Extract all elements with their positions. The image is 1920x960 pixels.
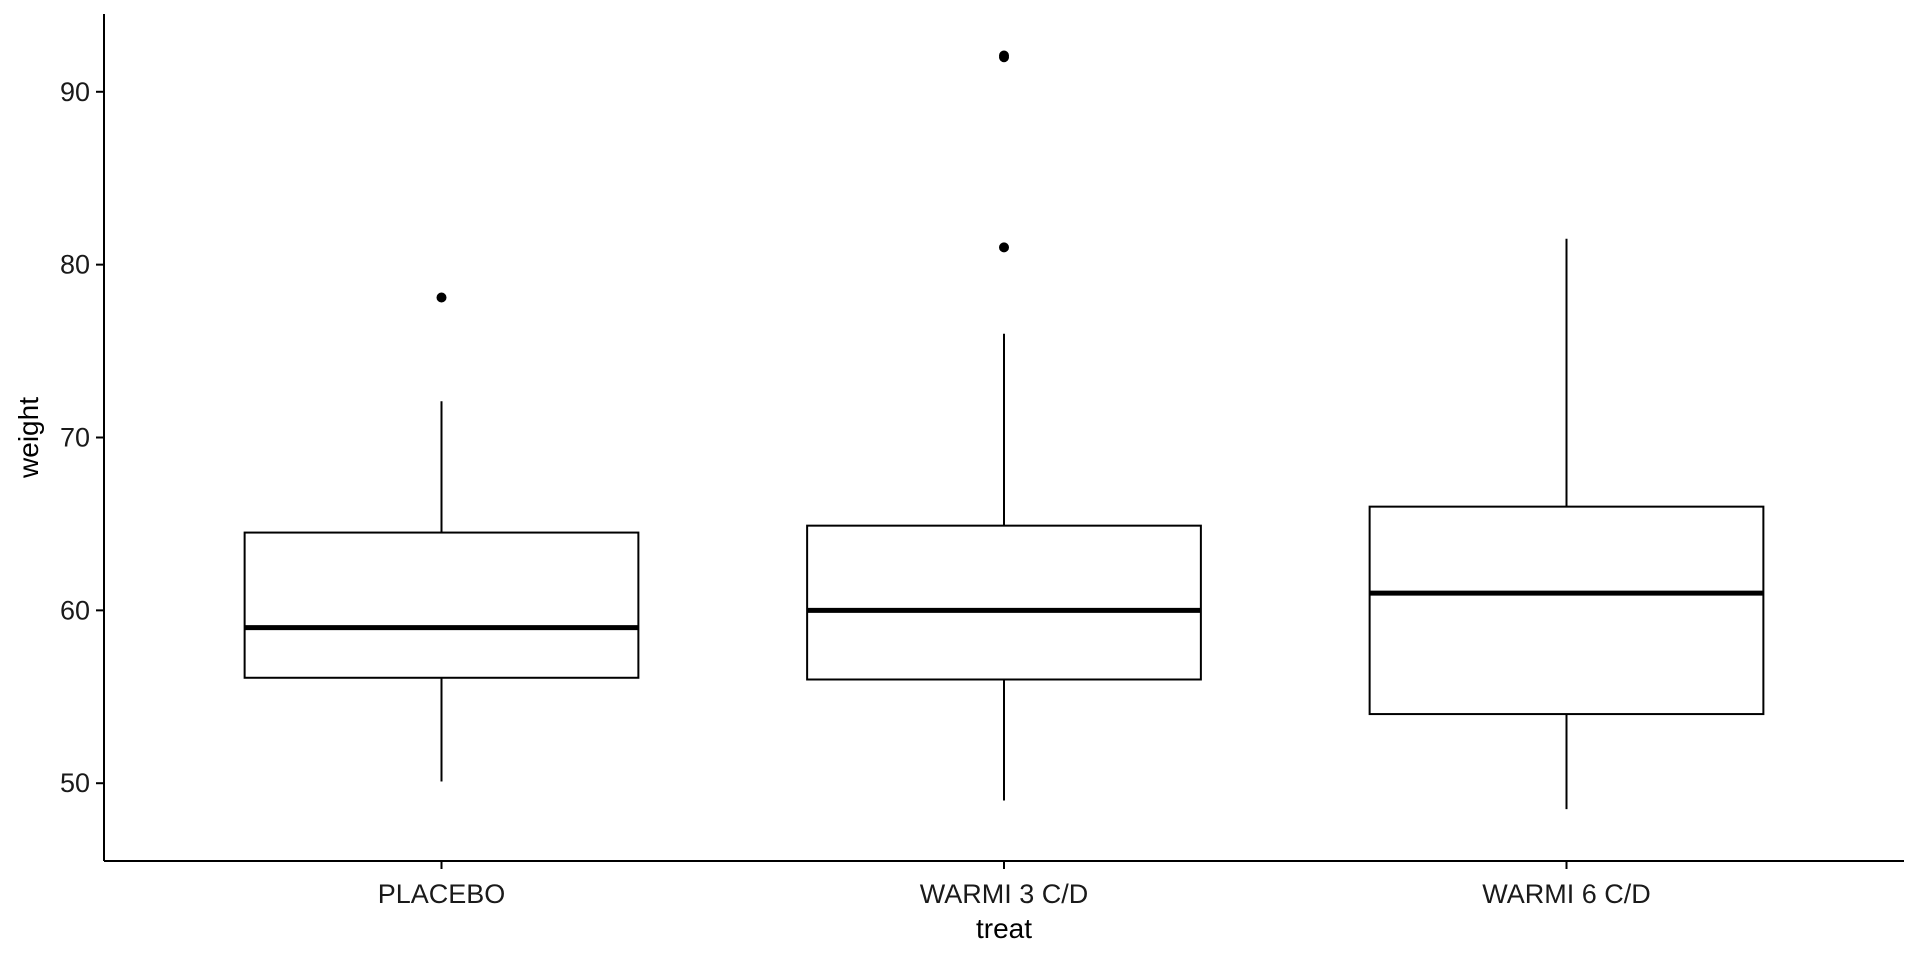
y-tick-label: 70 [60,423,90,453]
y-tick-label: 50 [60,768,90,798]
x-tick-label: PLACEBO [378,879,506,909]
y-tick-label: 80 [60,250,90,280]
box-group [806,50,1202,801]
x-tick-label: WARMI 6 C/D [1482,879,1651,909]
box-iqr [1368,505,1765,716]
box-group [243,292,640,782]
y-tick-label: 60 [60,595,90,625]
y-tick-label: 90 [60,77,90,107]
y-axis-title: weight [13,397,44,479]
outlier-point [436,292,447,303]
x-tick-label: WARMI 3 C/D [920,879,1089,909]
box-group [1368,238,1765,810]
box-iqr [243,531,640,679]
x-axis-title: treat [976,913,1032,944]
outlier-point [999,242,1009,253]
outlier-point [999,50,1009,61]
box-iqr [806,524,1202,681]
